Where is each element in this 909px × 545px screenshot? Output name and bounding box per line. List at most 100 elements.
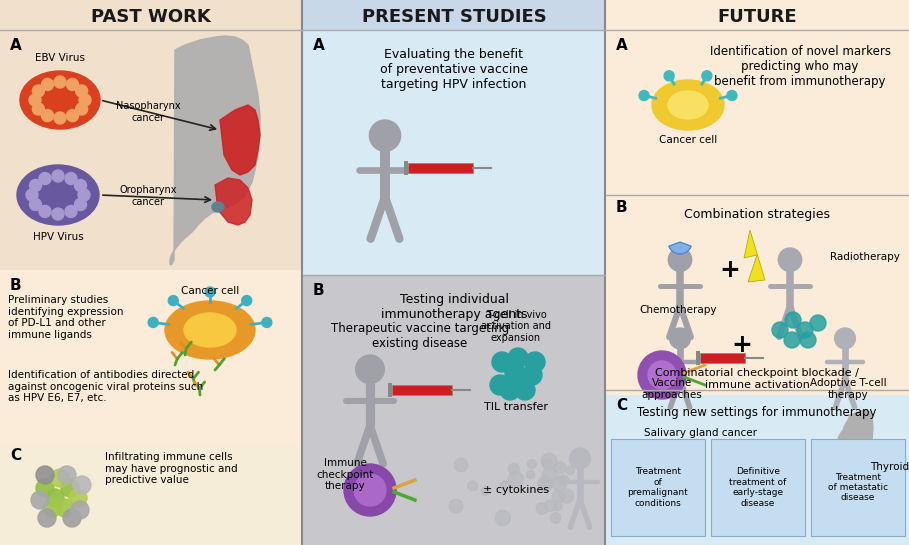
Circle shape bbox=[482, 487, 490, 495]
Bar bbox=[0, 270, 302, 445]
Circle shape bbox=[550, 513, 561, 523]
Circle shape bbox=[552, 490, 564, 502]
Text: EBV Virus: EBV Virus bbox=[35, 53, 85, 63]
Circle shape bbox=[454, 458, 467, 472]
Text: Chemotherapy: Chemotherapy bbox=[639, 305, 717, 315]
Polygon shape bbox=[170, 36, 260, 265]
Text: T-cell in vivo
activation and
expansion: T-cell in vivo activation and expansion bbox=[481, 310, 551, 343]
Text: Radiotherapy: Radiotherapy bbox=[830, 252, 900, 262]
Text: +: + bbox=[732, 333, 753, 357]
Circle shape bbox=[508, 471, 524, 487]
Circle shape bbox=[78, 189, 90, 201]
Text: Evaluating the benefit
of preventative vaccine
targeting HPV infection: Evaluating the benefit of preventative v… bbox=[380, 48, 528, 91]
Circle shape bbox=[492, 352, 512, 372]
Text: Preliminary studies
identifying expression
of PD-L1 and other
immune ligands: Preliminary studies identifying expressi… bbox=[8, 295, 124, 340]
Circle shape bbox=[262, 317, 272, 328]
Circle shape bbox=[26, 189, 38, 201]
Circle shape bbox=[51, 469, 69, 487]
Text: Vaccine
approaches: Vaccine approaches bbox=[642, 378, 703, 399]
Circle shape bbox=[63, 509, 81, 527]
Text: Treatment
of metastatic
disease: Treatment of metastatic disease bbox=[828, 473, 888, 502]
Circle shape bbox=[778, 248, 802, 271]
Bar bbox=[303, 30, 606, 275]
Circle shape bbox=[544, 500, 556, 512]
Circle shape bbox=[354, 474, 386, 506]
Ellipse shape bbox=[652, 80, 724, 130]
Polygon shape bbox=[215, 178, 252, 225]
Circle shape bbox=[449, 499, 463, 513]
Bar bbox=[303, 275, 606, 545]
Circle shape bbox=[490, 375, 510, 395]
Circle shape bbox=[36, 479, 54, 497]
Bar bbox=[606, 395, 909, 545]
Bar bbox=[606, 0, 909, 395]
Text: Treatment
of
premalignant
conditions: Treatment of premalignant conditions bbox=[627, 468, 688, 507]
Text: Immune
checkpoint
therapy: Immune checkpoint therapy bbox=[316, 458, 374, 491]
Text: Testing new settings for immunotherapy: Testing new settings for immunotherapy bbox=[637, 406, 877, 419]
Text: C: C bbox=[616, 398, 627, 413]
Ellipse shape bbox=[17, 165, 99, 225]
Text: Salivary gland cancer: Salivary gland cancer bbox=[644, 428, 756, 438]
Circle shape bbox=[36, 466, 54, 484]
Circle shape bbox=[500, 481, 510, 490]
Circle shape bbox=[242, 295, 252, 306]
FancyBboxPatch shape bbox=[711, 439, 805, 536]
Polygon shape bbox=[744, 230, 765, 282]
Circle shape bbox=[65, 173, 77, 185]
Circle shape bbox=[33, 85, 45, 97]
Circle shape bbox=[668, 248, 692, 271]
Wedge shape bbox=[669, 242, 691, 254]
Text: Cancer cell: Cancer cell bbox=[181, 286, 239, 296]
Text: Identification of novel markers
predicting who may
benefit from immunotherapy: Identification of novel markers predicti… bbox=[710, 45, 891, 88]
Ellipse shape bbox=[165, 301, 255, 359]
Circle shape bbox=[168, 295, 178, 306]
Text: HPV Virus: HPV Virus bbox=[33, 232, 84, 242]
Text: TIL transfer: TIL transfer bbox=[484, 402, 548, 412]
Circle shape bbox=[527, 459, 536, 469]
Circle shape bbox=[566, 466, 574, 475]
Circle shape bbox=[58, 466, 76, 484]
Text: Thyroid cancer: Thyroid cancer bbox=[870, 462, 909, 472]
Circle shape bbox=[848, 448, 868, 468]
Circle shape bbox=[505, 363, 525, 383]
Circle shape bbox=[75, 179, 86, 191]
Circle shape bbox=[727, 90, 737, 100]
Circle shape bbox=[785, 312, 801, 328]
Bar bbox=[303, 0, 606, 30]
Circle shape bbox=[543, 459, 552, 469]
Bar bbox=[700, 353, 745, 363]
Circle shape bbox=[536, 502, 548, 514]
Bar bbox=[0, 0, 302, 30]
Text: A: A bbox=[616, 38, 628, 53]
Text: C: C bbox=[10, 448, 21, 463]
Circle shape bbox=[46, 489, 64, 507]
Ellipse shape bbox=[668, 91, 708, 119]
Circle shape bbox=[52, 208, 64, 220]
Text: Therapeutic vaccine targeting
existing disease: Therapeutic vaccine targeting existing d… bbox=[331, 322, 509, 350]
Text: +: + bbox=[720, 258, 741, 282]
Bar bbox=[0, 445, 302, 545]
Circle shape bbox=[542, 468, 557, 483]
Text: Definitive
treatment of
early-stage
disease: Definitive treatment of early-stage dise… bbox=[729, 468, 786, 507]
Text: Combination strategies: Combination strategies bbox=[684, 208, 830, 221]
Circle shape bbox=[772, 322, 788, 338]
Circle shape bbox=[42, 110, 54, 122]
Circle shape bbox=[39, 173, 51, 185]
Circle shape bbox=[702, 71, 712, 81]
Text: B: B bbox=[313, 283, 325, 298]
FancyBboxPatch shape bbox=[611, 439, 705, 536]
Text: Infiltrating immune cells
may have prognostic and
predictive value: Infiltrating immune cells may have progn… bbox=[105, 452, 237, 485]
Circle shape bbox=[638, 351, 686, 399]
Circle shape bbox=[66, 78, 78, 90]
Text: PAST WORK: PAST WORK bbox=[91, 8, 211, 26]
Circle shape bbox=[560, 489, 574, 503]
Circle shape bbox=[784, 332, 800, 348]
Circle shape bbox=[73, 476, 91, 494]
Bar bbox=[696, 351, 700, 365]
Circle shape bbox=[834, 328, 855, 349]
Circle shape bbox=[66, 110, 78, 122]
Circle shape bbox=[69, 489, 87, 507]
Text: PRESENT STUDIES: PRESENT STUDIES bbox=[362, 8, 546, 26]
Circle shape bbox=[52, 170, 64, 182]
Circle shape bbox=[554, 501, 563, 511]
